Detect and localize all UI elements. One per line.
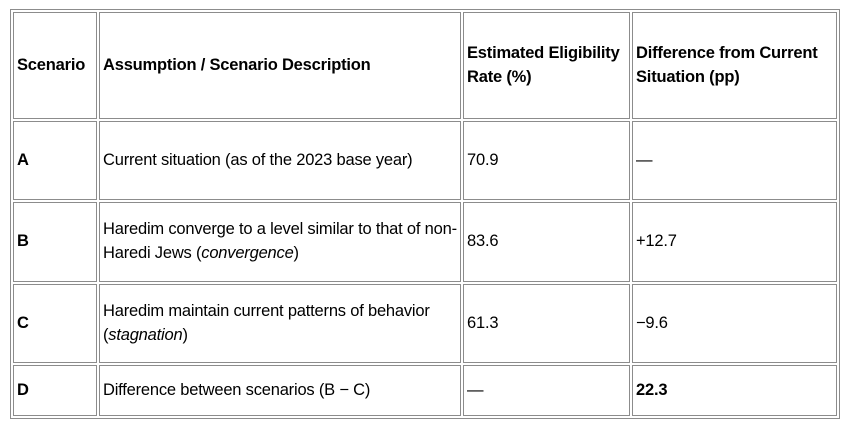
row: D Difference between scenarios (B − C) —… [13, 365, 837, 416]
text: ) [293, 243, 300, 262]
difference-cell: +12.7 [632, 201, 837, 282]
text: Current situation (as of the 2023 base y… [103, 150, 413, 169]
rate-cell: 61.3 [463, 283, 630, 364]
row: C Haredim maintain current patterns of b… [13, 283, 837, 364]
italic-text: stagnation [108, 325, 183, 344]
description-cell: Difference between scenarios (B − C) [99, 365, 461, 416]
difference-cell: −9.6 [632, 283, 837, 364]
difference-cell: — [632, 121, 837, 200]
text: ) [182, 325, 188, 344]
scenario-cell: B [13, 201, 97, 282]
row: A Current situation (as of the 2023 base… [13, 121, 837, 200]
text: Difference between scenarios (B − C) [103, 380, 371, 399]
italic-text: convergence [201, 243, 294, 262]
description-cell: Current situation (as of the 2023 base y… [99, 121, 461, 200]
scenario-cell: A [13, 121, 97, 200]
rate-cell: — [463, 365, 630, 416]
row: B Haredim converge to a level similar to… [13, 201, 837, 282]
difference-cell: 22.3 [632, 365, 837, 416]
scenario-table: Scenario Assumption / Scenario Descripti… [10, 9, 840, 419]
rate-cell: 83.6 [463, 201, 630, 282]
header-row: Scenario Assumption / Scenario Descripti… [13, 12, 837, 120]
header-cell: Estimated Eligibility Rate (%) [463, 12, 630, 120]
description-cell: Haredim converge to a level similar to t… [99, 201, 461, 282]
text: Haredim converge to a level similar to t… [103, 219, 457, 262]
text: Haredim maintain current patterns of beh… [103, 301, 430, 344]
scenario-cell: C [13, 283, 97, 364]
header-cell: Difference from Current Situation (pp) [632, 12, 837, 120]
rate-cell: 70.9 [463, 121, 630, 200]
scenario-cell: D [13, 365, 97, 416]
header-cell: Assumption / Scenario Description [99, 12, 461, 120]
description-cell: Haredim maintain current patterns of beh… [99, 283, 461, 364]
header-cell: Scenario [13, 12, 97, 120]
